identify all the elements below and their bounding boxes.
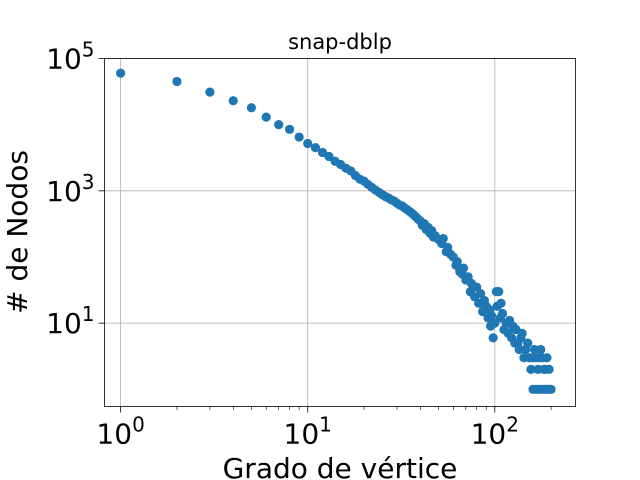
scatter-point: [517, 328, 527, 339]
y-tick-label: 103: [46, 170, 94, 208]
scatter-point: [514, 344, 524, 355]
scatter-point: [526, 364, 536, 374]
plot-area-frame: [104, 58, 576, 407]
scatter-point: [476, 288, 486, 299]
scatter-point: [284, 124, 295, 134]
scatter-point: [246, 103, 256, 113]
scatter-point: [205, 87, 215, 97]
x-tick-label: 102: [471, 413, 519, 451]
scatter-point: [443, 242, 453, 252]
scatter-point: [228, 96, 238, 106]
y-axis-label: # de Nodos: [1, 150, 34, 314]
scatter-point: [546, 384, 556, 394]
scatter-point: [486, 311, 497, 321]
y-axis-ticks: 101 103 105: [46, 38, 105, 340]
x-axis-label: Grado de vértice: [223, 452, 458, 480]
scatter-point: [497, 308, 508, 319]
scatter-point: [544, 364, 554, 374]
scatter-point: [486, 321, 496, 331]
chart-title: snap-dblp: [288, 30, 392, 54]
scatter-point: [452, 257, 462, 267]
y-tick-label: 105: [46, 38, 94, 76]
scatter-point: [536, 344, 546, 355]
scatter-point: [491, 286, 502, 297]
scatter-point: [310, 143, 321, 153]
scatter-point: [294, 132, 304, 142]
scatter-point: [303, 138, 313, 149]
scatter-point: [488, 333, 498, 343]
scatter-point: [542, 353, 552, 363]
x-tick-label: 100: [96, 413, 144, 451]
x-axis-ticks: 100 101 102: [96, 406, 552, 451]
scatter-point: [274, 120, 284, 130]
scatter-point: [116, 68, 126, 78]
x-tick-label: 101: [284, 413, 332, 451]
scatter-point: [496, 298, 506, 308]
scatter-point: [523, 338, 533, 348]
scatter-point: [438, 233, 448, 244]
scatter-point: [458, 263, 469, 273]
scatter-point: [261, 112, 271, 122]
y-tick-label: 101: [46, 302, 94, 340]
data-points: [116, 68, 556, 394]
scatter-point: [172, 76, 182, 87]
